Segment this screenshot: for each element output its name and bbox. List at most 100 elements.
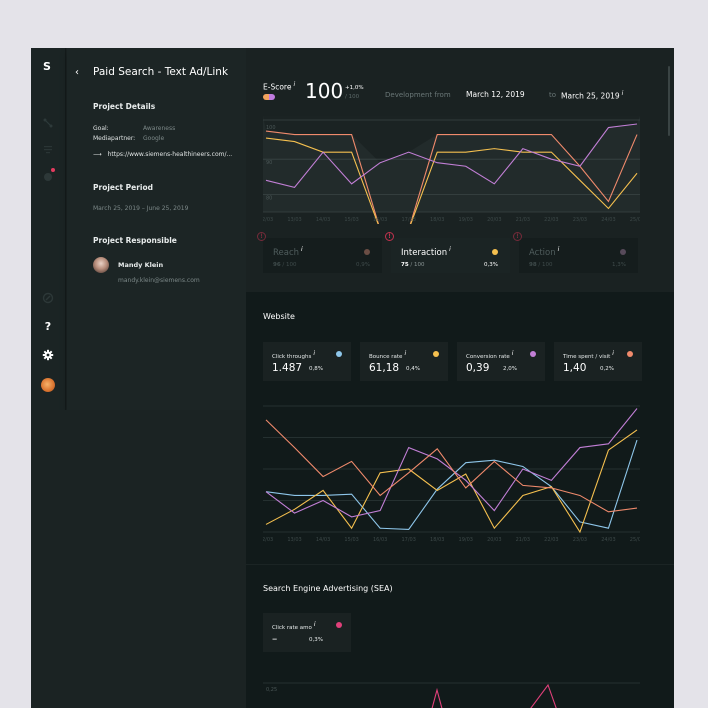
series-color-dot[interactable] (336, 622, 342, 628)
svg-text:23/03: 23/03 (573, 537, 587, 543)
tab-change: 1,3% (612, 262, 626, 268)
svg-text:17/03: 17/03 (401, 217, 415, 223)
kpi-name: Conversion rate i (466, 350, 514, 360)
kpi-card-bounce-rate[interactable]: Bounce rate i 61,18 0,4% (360, 342, 448, 381)
route-icon[interactable] (41, 116, 55, 130)
svg-text:18/03: 18/03 (430, 217, 444, 223)
escore-chart: 100 90 80 12/03 13/03 14/03 15/03 16/03 17/03 18/… (263, 116, 640, 224)
info-icon[interactable]: i (293, 81, 296, 88)
svg-text:15/03: 15/03 (344, 537, 358, 543)
to-label: to (549, 91, 557, 99)
info-icon[interactable]: i (557, 246, 560, 253)
warning-icon: ! (385, 232, 394, 241)
svg-text:100: 100 (266, 125, 276, 131)
series-color-dot[interactable] (433, 351, 439, 357)
series-color-dot[interactable] (530, 351, 536, 357)
section-divider (246, 564, 674, 565)
svg-text:90: 90 (266, 160, 272, 166)
info-icon[interactable]: i (301, 246, 303, 253)
kpi-card-click-rate[interactable]: Click rate amo i – 0,3% (263, 613, 351, 652)
kpi-name: Click throughs i (272, 350, 316, 360)
svg-text:16/03: 16/03 (373, 217, 387, 223)
tab-action[interactable]: ! Action i 98 / 100 1,3% (513, 232, 638, 273)
svg-text:80: 80 (266, 195, 272, 201)
svg-text:13/03: 13/03 (287, 217, 301, 223)
svg-text:21/03: 21/03 (516, 537, 530, 543)
back-button[interactable]: ‹ (75, 67, 79, 78)
kpi-change: 0,2% (600, 366, 614, 372)
kpi-card-click-throughs[interactable]: Click throughs i 1.487 0,8% (263, 342, 351, 381)
info-icon[interactable]: i (612, 350, 614, 357)
responsible-avatar (93, 257, 109, 273)
svg-text:13/03: 13/03 (287, 537, 301, 543)
help-icon[interactable]: ? (44, 319, 52, 333)
series-color-dot[interactable] (364, 249, 370, 255)
kpi-value: 61,18 (369, 362, 400, 374)
info-icon[interactable]: i (404, 350, 407, 357)
kpi-card-time-spent-visit[interactable]: Time spent / visit i 1,40 0,2% (554, 342, 642, 381)
svg-text:14/03: 14/03 (316, 217, 330, 223)
development-label: Development from (385, 91, 451, 99)
list-icon[interactable] (41, 142, 55, 156)
score-tabs: ! Reach i 96 / 100 0,9%! Interaction i 75 / 100… (257, 232, 653, 274)
svg-text:24/03: 24/03 (601, 537, 615, 543)
from-date-picker[interactable]: March 12, 2019 (466, 90, 525, 99)
kpi-name: Bounce rate i (369, 350, 407, 360)
escore-delta: +1,0% (345, 85, 364, 91)
user-avatar[interactable] (41, 378, 55, 392)
mediapartner-label: Mediapartner: (93, 135, 136, 142)
main-content: E-Score i 100 +1,0% / 100 Development fro… (246, 48, 674, 708)
svg-text:19/03: 19/03 (459, 537, 473, 543)
website-chart: 12/03 13/03 14/03 15/03 16/03 17/03 18/03 19/03… (263, 405, 640, 543)
project-link-text[interactable]: https://www.siemens-healthineers.com/... (107, 151, 233, 158)
svg-text:16/03: 16/03 (373, 537, 387, 543)
info-icon[interactable]: i (511, 350, 514, 357)
svg-text:22/03: 22/03 (544, 217, 558, 223)
tab-label: Reach i (273, 246, 303, 258)
escore-value: 100 (305, 79, 344, 103)
kpi-name: Time spent / visit i (563, 350, 614, 360)
tab-score: 98 / 100 (529, 262, 553, 268)
goal-label: Goal: (93, 125, 109, 132)
svg-text:0,25: 0,25 (266, 687, 277, 693)
project-link[interactable]: ⟶ https://www.siemens-healthineers.com/..… (93, 151, 232, 158)
notification-icon[interactable] (41, 168, 55, 184)
settings-icon[interactable] (41, 348, 55, 362)
compass-icon[interactable] (41, 291, 55, 305)
kpi-card-conversion-rate[interactable]: Conversion rate i 0,39 2,0% (457, 342, 545, 381)
tab-change: 0,3% (484, 262, 498, 268)
app-logo[interactable]: S (43, 60, 51, 73)
info-icon[interactable]: i (313, 621, 316, 628)
escore-series-toggle[interactable] (263, 94, 275, 100)
tab-reach[interactable]: ! Reach i 96 / 100 0,9% (257, 232, 382, 273)
tab-score: 75 / 100 (401, 262, 425, 268)
kpi-value: 1.487 (272, 362, 303, 374)
kpi-name: Click rate amo i (272, 621, 316, 631)
panel-background (31, 410, 246, 708)
scrollbar[interactable] (668, 66, 670, 136)
website-section-title: Website (263, 312, 295, 321)
series-color-dot[interactable] (620, 249, 626, 255)
escore-max: / 100 (345, 94, 360, 100)
kpi-change: 2,0% (503, 366, 517, 372)
mediapartner-value: Google (143, 135, 165, 142)
to-date-picker[interactable]: March 25, 2019 i (561, 90, 624, 101)
sea-section-title: Search Engine Advertising (SEA) (263, 584, 393, 593)
svg-text:23/03: 23/03 (573, 217, 587, 223)
notification-badge (51, 168, 55, 172)
kpi-change: 0,3% (309, 637, 323, 643)
svg-text:20/03: 20/03 (487, 537, 501, 543)
series-color-dot[interactable] (627, 351, 633, 357)
series-color-dot[interactable] (492, 249, 498, 255)
escore-label: E-Score i (263, 81, 296, 92)
project-details-heading: Project Details (93, 102, 156, 111)
responsible-name: Mandy Klein (118, 261, 164, 269)
info-icon[interactable]: i (449, 246, 451, 253)
project-period-heading: Project Period (93, 183, 154, 192)
info-icon[interactable]: i (621, 90, 624, 97)
tab-label: Action i (529, 246, 560, 258)
info-icon[interactable]: i (313, 350, 316, 357)
responsible-email[interactable]: mandy.klein@siemens.com (118, 277, 200, 284)
tab-interaction[interactable]: ! Interaction i 75 / 100 0,3% (385, 232, 510, 273)
series-color-dot[interactable] (336, 351, 342, 357)
